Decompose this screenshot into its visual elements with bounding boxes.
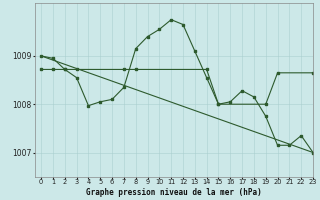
X-axis label: Graphe pression niveau de la mer (hPa): Graphe pression niveau de la mer (hPa) [86,188,262,197]
